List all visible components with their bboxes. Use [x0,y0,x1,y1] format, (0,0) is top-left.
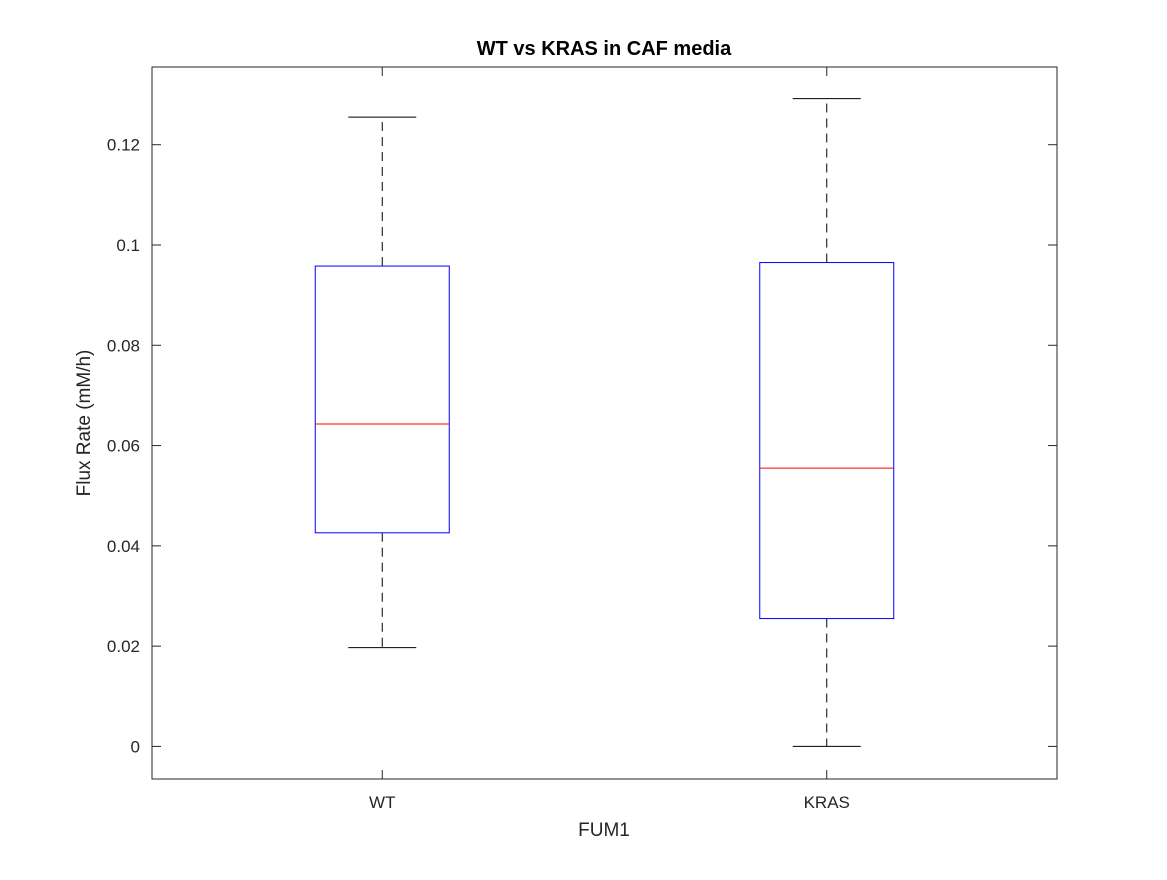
x-tick-label: KRAS [804,793,850,812]
iqr-box [314,265,450,534]
box-kras [759,98,895,747]
y-tick-label: 0.06 [107,437,140,456]
x-tick-label: WT [369,793,395,812]
x-axis-label: FUM1 [578,820,630,841]
y-axis-label: Flux Rate (mM/h) [74,350,95,497]
y-tick-label: 0.02 [107,637,140,656]
y-tick-label: 0.12 [107,136,140,155]
y-tick-label: 0.1 [116,236,140,255]
iqr-box [759,262,895,620]
y-tick-label: 0 [131,737,140,756]
box-wt [314,116,450,649]
axes-frame [151,66,1058,780]
y-tick-label: 0.08 [107,336,140,355]
plot-background [152,67,1057,779]
chart-title: WT vs KRAS in CAF media [477,38,732,60]
y-tick-label: 0.04 [107,537,140,556]
